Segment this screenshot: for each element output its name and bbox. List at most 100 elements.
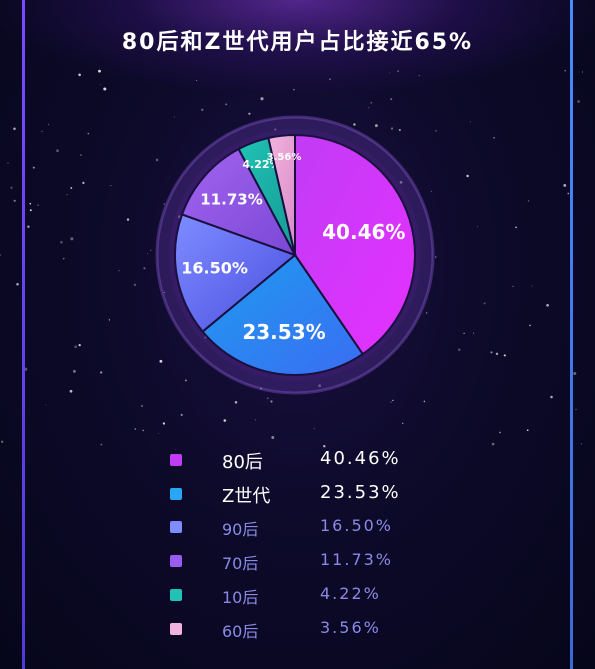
legend-label: 10后 <box>222 588 259 607</box>
star <box>110 185 112 186</box>
star <box>392 399 394 402</box>
star <box>390 127 394 130</box>
legend-swatch <box>170 623 182 635</box>
star <box>16 282 19 286</box>
star <box>10 186 13 189</box>
star <box>163 203 166 205</box>
star <box>503 354 506 357</box>
star <box>223 419 227 422</box>
star <box>550 395 553 399</box>
star <box>397 70 399 72</box>
legend-label: 90后 <box>222 520 259 539</box>
star <box>581 71 584 73</box>
star <box>499 431 501 434</box>
star <box>56 149 59 153</box>
star <box>402 422 404 424</box>
pie-slice-label-1: 23.53% <box>242 320 325 344</box>
legend-item: 60后 3.56% <box>170 618 470 652</box>
star <box>374 124 378 128</box>
star <box>174 449 176 450</box>
star <box>458 348 461 352</box>
star <box>7 162 9 164</box>
star <box>29 202 32 205</box>
legend-label: Z世代 <box>222 486 271 507</box>
star <box>100 371 103 374</box>
star <box>180 413 183 417</box>
star <box>388 72 390 74</box>
star <box>74 345 78 349</box>
star <box>1 440 4 443</box>
star <box>99 83 101 85</box>
star <box>495 352 499 356</box>
star <box>546 303 549 307</box>
star <box>575 408 577 411</box>
star <box>477 226 479 228</box>
star <box>45 404 47 406</box>
pie-slice-5 <box>267 133 296 256</box>
star <box>134 428 137 430</box>
star <box>469 121 471 123</box>
star <box>293 89 295 91</box>
star <box>98 69 101 73</box>
legend-value: 16.50% <box>320 516 394 535</box>
star <box>435 130 437 132</box>
star <box>529 324 531 327</box>
star <box>79 154 82 157</box>
star <box>103 87 107 91</box>
star <box>159 359 163 363</box>
star <box>531 285 533 287</box>
star <box>567 192 570 195</box>
star <box>196 80 198 81</box>
star <box>155 158 159 162</box>
pie-chart: 40.46% 23.53% 16.50% 11.73% 4.22%3.56% <box>155 115 435 395</box>
legend-value: 4.22% <box>320 584 381 603</box>
legend-item: Z世代 23.53% <box>170 482 470 516</box>
legend-value: 3.56% <box>320 618 381 637</box>
star <box>515 226 517 229</box>
star <box>573 371 577 376</box>
pie-slice-3 <box>180 147 298 257</box>
star <box>126 218 130 221</box>
star <box>100 443 103 446</box>
star <box>423 400 426 403</box>
star <box>390 98 393 101</box>
star <box>248 112 251 115</box>
pie-slice-label-2: 16.50% <box>181 259 248 278</box>
star <box>143 267 146 270</box>
star <box>512 285 514 288</box>
star <box>266 397 269 400</box>
legend-item: 80后 40.46% <box>170 448 470 482</box>
legend-value: 40.46% <box>320 448 401 469</box>
star <box>13 199 16 202</box>
legend-value: 23.53% <box>320 482 401 503</box>
star <box>425 312 428 314</box>
star <box>418 75 420 77</box>
star <box>353 123 356 126</box>
star <box>254 419 257 421</box>
legend-swatch <box>170 521 182 533</box>
star <box>399 181 403 184</box>
star <box>368 107 370 109</box>
star <box>162 422 166 425</box>
star <box>435 256 437 258</box>
legend-swatch <box>170 454 182 466</box>
star <box>13 127 16 130</box>
star <box>390 401 392 403</box>
star <box>274 128 277 131</box>
legend-item: 70后 11.73% <box>170 550 470 584</box>
star <box>32 166 35 169</box>
star <box>69 389 73 393</box>
star <box>473 332 475 334</box>
star <box>29 209 32 212</box>
star <box>483 302 486 305</box>
star <box>133 283 137 287</box>
star <box>70 187 73 189</box>
pie-slice-1 <box>201 253 365 376</box>
legend-item: 90后 16.50% <box>170 516 470 550</box>
star <box>260 97 264 101</box>
star <box>60 240 63 244</box>
right-frame-line <box>570 0 573 669</box>
star <box>87 132 90 135</box>
star <box>41 130 43 132</box>
star <box>430 191 432 193</box>
